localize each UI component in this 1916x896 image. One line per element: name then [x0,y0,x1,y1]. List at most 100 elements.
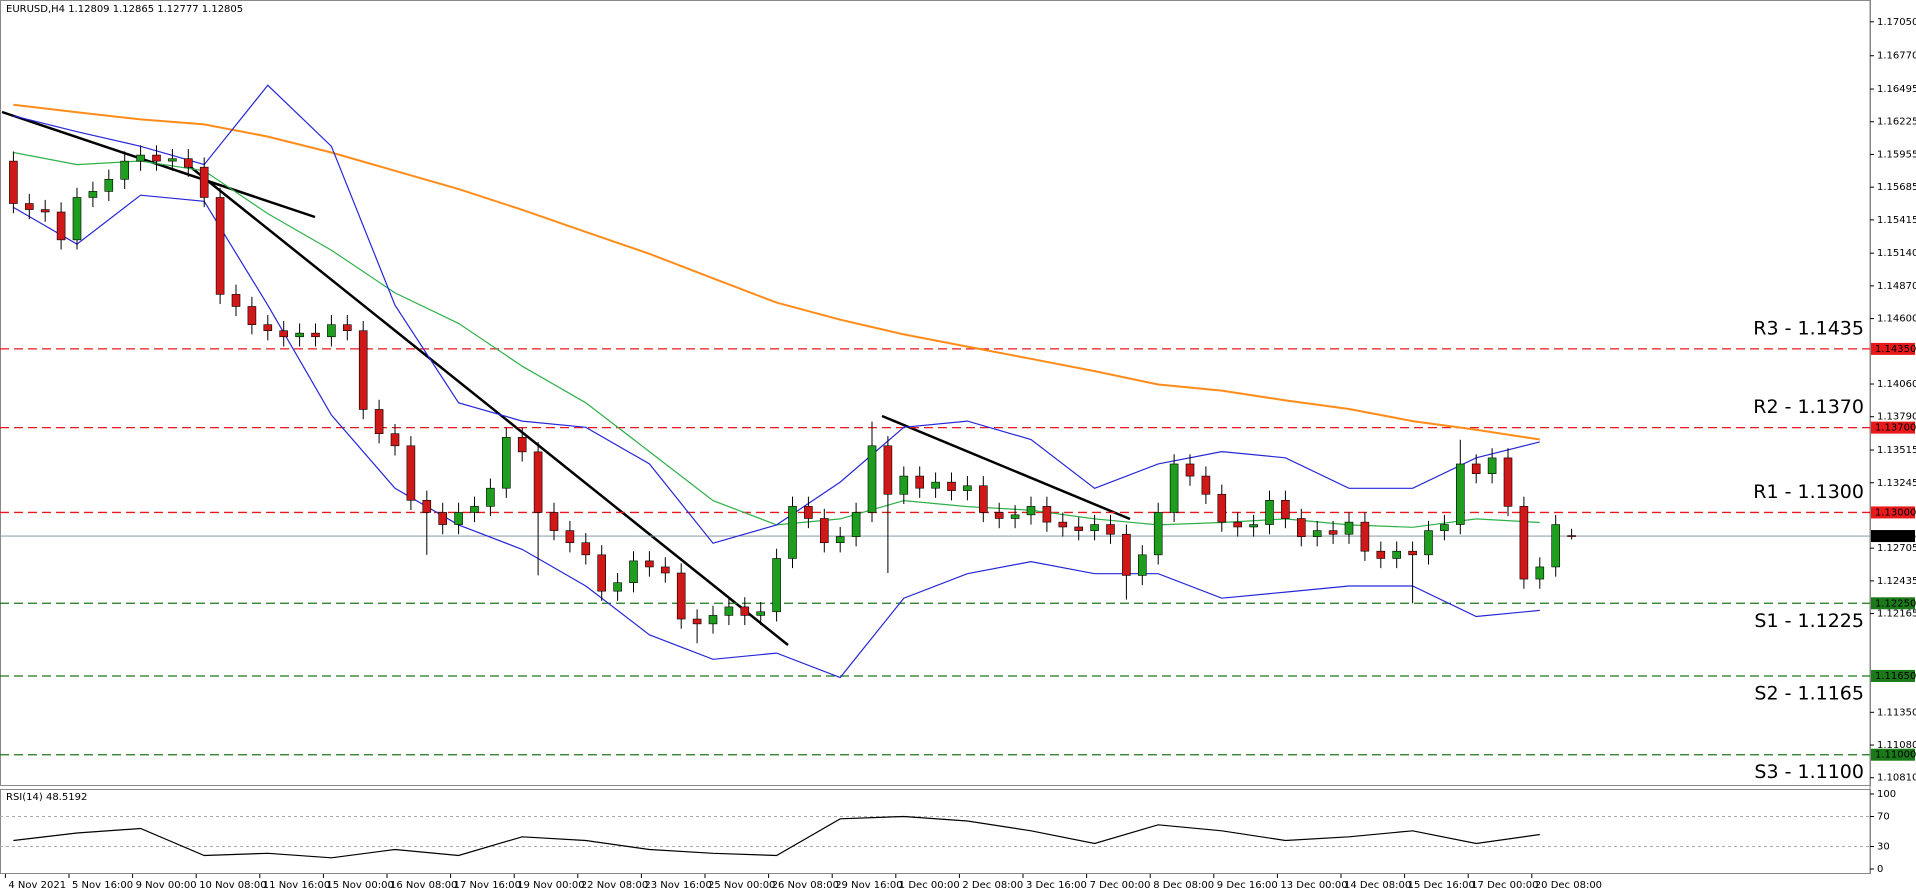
candle-body [311,332,320,338]
candle-body [1138,554,1147,576]
x-tick-label: 9 Nov 00:00 [136,880,197,891]
candle-body [915,475,925,489]
level-tag [1871,669,1915,682]
candle-body [660,566,670,574]
candle-body [136,154,145,162]
candle-body [438,512,448,525]
candle-body [581,542,591,556]
candle-body [88,191,98,198]
y-tick-label: 1.16495 [1877,84,1916,95]
y-tick-label: 1.12705 [1877,543,1916,554]
candle-body [1392,550,1401,559]
chart-title: EURUSD,H4 1.12809 1.12865 1.12777 1.1280… [6,4,243,15]
x-tick-label: 17 Nov 16:00 [454,880,521,891]
candle-body [1281,500,1290,519]
candle-body [1551,524,1560,568]
candle-body [1344,521,1354,535]
candle-body [9,160,18,204]
candle-body [597,554,607,592]
trendline [187,164,789,646]
indicator-line [13,194,1540,679]
indicator-line [13,84,1540,544]
candle-body [422,500,432,513]
candle-body [533,451,543,513]
level-tag [1871,506,1915,519]
candle-body [199,166,209,198]
x-tick-label: 1 Dec 00:00 [899,880,960,891]
level-label: S1 - 1.1225 [1754,610,1864,632]
level-tag [1871,421,1915,434]
candle-body [1487,457,1497,474]
candle-body [629,560,638,583]
level-tag-label: 1.12250 [1875,598,1916,609]
candle-body [406,445,416,501]
x-tick-label: 7 Dec 00:00 [1090,880,1151,891]
y-tick-label: 1.13790 [1877,412,1916,423]
candle-body [1233,521,1242,528]
candle-body [279,330,289,338]
candle-body [1503,457,1513,507]
x-tick-label: 14 Dec 08:00 [1344,880,1411,891]
candle-body [1471,463,1481,474]
x-tick-label: 23 Nov 16:00 [644,880,711,891]
level-tag-label: 1.14350 [1875,344,1916,355]
candle-body [613,582,622,592]
y-tick-label: 1.15955 [1877,149,1916,160]
y-tick-label: 1.15685 [1877,182,1916,193]
candle-body [454,512,463,525]
candle-body [1297,518,1306,537]
candle-body [1201,475,1211,495]
candle-body [1376,550,1386,559]
candle-body [1185,463,1195,477]
candle-body [358,330,368,410]
candle-body [231,294,241,307]
candle-body [1010,514,1020,519]
candle-body [120,160,129,180]
candle-body [327,324,336,338]
rsi-title: RSI(14) 48.5192 [6,792,87,803]
rsi-tick-label: 30 [1877,842,1890,853]
candle-body [867,445,877,513]
candle-body [931,481,940,489]
candle-body [835,536,845,544]
y-tick-label: 1.16770 [1877,51,1916,62]
candle-body [772,558,781,613]
candle-body [247,306,257,325]
candle-body [1169,463,1179,513]
candle-body [756,611,766,616]
y-tick-label: 1.14870 [1877,281,1916,292]
candle-body [374,409,384,434]
y-tick-label: 1.15415 [1877,215,1916,226]
candle-body [978,485,988,513]
y-tick-label: 1.11080 [1877,740,1916,751]
x-tick-label: 8 Dec 08:00 [1153,880,1214,891]
rsi-tick-label: 0 [1877,864,1883,875]
current-price-tag [1871,530,1915,543]
candle-body [40,209,50,213]
candle-body [501,437,511,489]
candle-body [899,475,909,495]
x-tick-label: 10 Nov 08:00 [199,880,266,891]
level-tag-label: 1.13700 [1875,423,1916,434]
y-tick-label: 1.14060 [1877,379,1916,390]
candle-body [708,615,718,625]
candle-body [549,512,559,531]
rsi-tick-label: 100 [1877,789,1896,800]
candle-body [1265,500,1274,525]
candle-body [263,324,273,332]
candle-body [692,618,702,625]
x-tick-label: 5 Nov 16:00 [72,880,133,891]
level-tag [1871,597,1915,610]
current-price-label: 1.12805 [1875,531,1916,542]
candle-body [342,324,352,332]
candle-body [1567,535,1576,537]
level-tag-label: 1.13000 [1875,507,1916,518]
x-tick-label: 26 Nov 08:00 [772,880,839,891]
level-tag-label: 1.11650 [1875,671,1916,682]
candle-body [788,506,797,559]
x-tick-label: 2 Dec 08:00 [962,880,1023,891]
x-tick-label: 3 Dec 16:00 [1026,880,1087,891]
y-tick-label: 1.13245 [1877,478,1916,489]
candle-body [1090,524,1099,531]
x-tick-label: 17 Dec 00:00 [1471,880,1538,891]
